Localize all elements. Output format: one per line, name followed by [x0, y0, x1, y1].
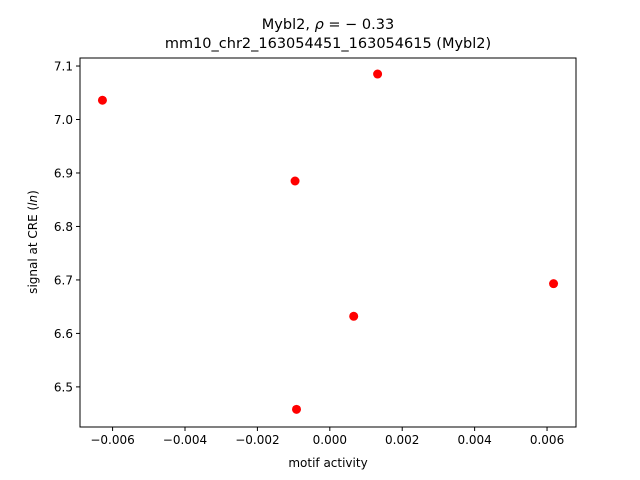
x-tick-label: −0.004: [163, 433, 207, 447]
y-tick-label: 6.8: [54, 220, 73, 234]
y-axis: 6.5 6.6 6.7 6.8 6.9 7.0 7.1: [54, 60, 80, 394]
chart-title-line1: Mybl2, ρ = − 0.33: [262, 17, 394, 33]
y-axis-label: signal at CRE (ln): [26, 190, 40, 294]
y-tick-label: 6.6: [54, 327, 73, 341]
y-tick-label: 6.7: [54, 273, 73, 287]
data-point: [549, 279, 559, 289]
data-point: [292, 404, 302, 414]
y-tick-label: 6.9: [54, 166, 73, 180]
x-tick-label: 0.004: [457, 433, 491, 447]
x-axis: −0.006 −0.004 −0.002 0.000 0.002 0.004 0.006: [90, 427, 564, 447]
data-point: [349, 311, 359, 321]
x-tick-label: −0.006: [90, 433, 134, 447]
plot-area: [97, 69, 559, 414]
chart-title-line2: mm10_chr2_163054451_163054615 (Mybl2): [165, 36, 491, 52]
x-tick-label: 0.000: [313, 433, 347, 447]
x-tick-label: −0.002: [235, 433, 279, 447]
data-point: [290, 176, 300, 186]
plot-frame: [79, 57, 577, 428]
y-tick-label: 6.5: [54, 380, 73, 394]
x-tick-label: 0.002: [385, 433, 419, 447]
x-tick-label: 0.006: [530, 433, 564, 447]
data-point: [373, 69, 383, 79]
y-tick-label: 7.1: [54, 60, 73, 74]
data-point: [97, 95, 107, 105]
y-tick-label: 7.0: [54, 113, 73, 127]
x-axis-label: motif activity: [288, 456, 367, 470]
